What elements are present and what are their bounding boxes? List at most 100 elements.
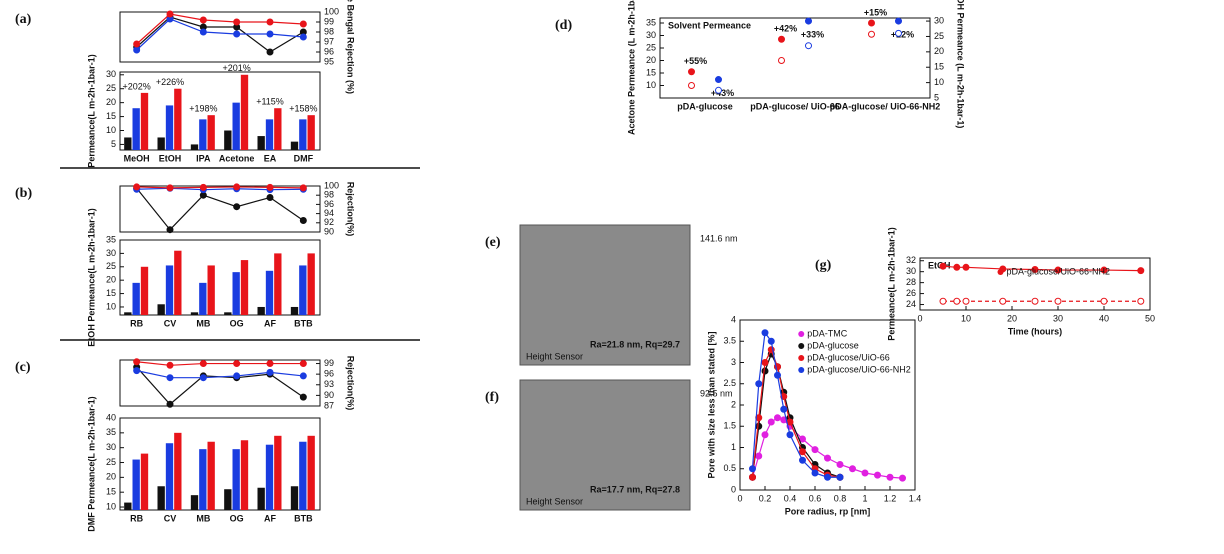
x-tick-label: 1.4 xyxy=(909,493,922,503)
y-axis-label: EtOH Permeance(L m-2h-1bar-1) xyxy=(86,208,96,346)
point xyxy=(812,470,818,476)
y-tick-label: 100 xyxy=(324,180,339,190)
point xyxy=(167,185,173,191)
y-tick-label: 10 xyxy=(934,77,944,87)
point xyxy=(300,361,306,367)
x-tick-label: MB xyxy=(196,513,210,523)
point xyxy=(200,29,206,35)
series-line xyxy=(137,367,304,404)
y-tick-label: 26 xyxy=(906,288,916,298)
x-tick-label: EtOH xyxy=(159,153,182,163)
x-tick-label: CV xyxy=(164,318,177,328)
series-line xyxy=(137,19,304,50)
series-line xyxy=(137,14,304,44)
y-tick-label: 93 xyxy=(324,379,334,389)
bar xyxy=(299,442,306,510)
x-tick-label: DMF xyxy=(294,153,314,163)
bar xyxy=(266,119,273,150)
point xyxy=(689,69,695,75)
point xyxy=(837,462,843,468)
bar xyxy=(274,436,281,510)
point xyxy=(756,423,762,429)
point xyxy=(300,34,306,40)
x-tick-label: IPA xyxy=(196,153,211,163)
point xyxy=(267,361,273,367)
x-tick-label: pDA-glucose xyxy=(677,101,733,111)
bar xyxy=(291,142,298,150)
y-tick-label: 24 xyxy=(906,299,916,309)
y-tick-label: 35 xyxy=(106,427,116,437)
y-tick-label: 5 xyxy=(111,139,116,149)
x-tick-label: 0.4 xyxy=(784,493,797,503)
y-tick-label: 30 xyxy=(646,30,656,40)
bar xyxy=(233,103,240,150)
y-tick-label: 3 xyxy=(731,357,736,367)
y-tick-label: 92 xyxy=(324,217,334,227)
bar xyxy=(291,486,298,510)
x-axis-label: Time (hours) xyxy=(1008,326,1062,336)
panel-label: (e) xyxy=(485,235,501,250)
point xyxy=(167,11,173,17)
chart-title: Solvent Permeance xyxy=(668,20,751,30)
y-tick-label: 20 xyxy=(934,46,944,56)
x-tick-label: Acetone xyxy=(219,153,255,163)
bar xyxy=(308,436,315,510)
point xyxy=(768,419,774,425)
y-tick-label: 4 xyxy=(731,314,736,324)
point xyxy=(167,227,173,233)
y-tick-label: 20 xyxy=(106,97,116,107)
point xyxy=(756,381,762,387)
bar xyxy=(166,105,173,150)
bar xyxy=(241,260,248,315)
y-tick-label: 1 xyxy=(731,442,736,452)
y-tick-label: 15 xyxy=(934,62,944,72)
y-tick-label: 30 xyxy=(106,442,116,452)
point xyxy=(806,43,812,49)
x-tick-label: 50 xyxy=(1145,313,1155,323)
y-tick-label: 25 xyxy=(646,42,656,52)
bar xyxy=(174,251,181,315)
annotation: +226% xyxy=(156,77,184,87)
bar xyxy=(241,75,248,150)
x-tick-label: 0.2 xyxy=(759,493,772,503)
panel-label: (c) xyxy=(15,360,31,375)
y-tick-label: 98 xyxy=(324,26,334,36)
legend-label: pDA-glucose/UiO-66 xyxy=(807,352,890,362)
y-axis-label: Pore with size less than stated [%] xyxy=(706,331,716,478)
point xyxy=(896,18,902,24)
y-tick-label: 30 xyxy=(106,248,116,258)
point xyxy=(1055,298,1061,304)
point xyxy=(234,204,240,210)
x-tick-label: 20 xyxy=(1007,313,1017,323)
bar xyxy=(274,253,281,315)
point xyxy=(267,195,273,201)
y-tick-label: 25 xyxy=(106,261,116,271)
point xyxy=(134,47,140,53)
bar xyxy=(291,307,298,315)
series-line xyxy=(137,188,304,189)
series-line xyxy=(137,188,304,229)
legend-marker xyxy=(798,343,804,349)
bar xyxy=(299,119,306,150)
x-tick-label: RB xyxy=(130,318,143,328)
y-tick-label: 35 xyxy=(646,17,656,27)
figure: 9596979899100Rose Bengal Rejection (%)(a… xyxy=(0,0,1224,554)
bar xyxy=(191,312,198,315)
x-tick-label: 10 xyxy=(961,313,971,323)
y-tick-label: 28 xyxy=(906,277,916,287)
bar xyxy=(174,433,181,510)
x-tick-label: MeOH xyxy=(124,153,150,163)
annotation: +198% xyxy=(189,104,217,114)
bar xyxy=(124,312,131,315)
point xyxy=(756,453,762,459)
annotation: +201% xyxy=(223,63,251,73)
point xyxy=(869,31,875,37)
point xyxy=(762,330,768,336)
y-tick-label: 1.5 xyxy=(723,421,736,431)
bar xyxy=(258,307,265,315)
y-tick-label: 94 xyxy=(324,208,334,218)
point xyxy=(750,466,756,472)
annotation: +22% xyxy=(891,29,914,39)
point xyxy=(1032,298,1038,304)
bar xyxy=(274,108,281,150)
